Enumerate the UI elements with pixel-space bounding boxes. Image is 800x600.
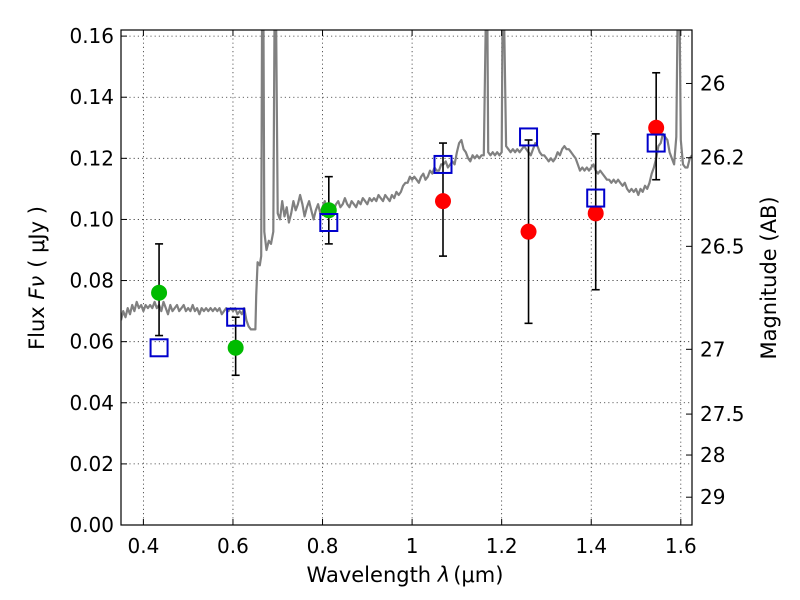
x-axis-label: Wavelength λ (μm) (307, 563, 504, 587)
x-tick-label: 1.4 (575, 534, 607, 558)
model-point (519, 127, 539, 147)
grid (121, 30, 692, 526)
y-tick-label: 0.00 (69, 513, 114, 537)
x-tick-label: 0.8 (307, 534, 339, 558)
x-tick-label: 0.4 (127, 534, 159, 558)
y-tick-label: 0.06 (69, 330, 114, 354)
model-point (586, 188, 606, 208)
y-tick-label: 0.04 (69, 391, 114, 415)
y-axis-label: Flux Fν( μJy ) (25, 206, 49, 350)
plot-frame (120, 29, 693, 526)
x-tick-label: 1.6 (665, 534, 697, 558)
model-point (433, 154, 453, 174)
y-tick-label: 0.12 (69, 146, 114, 170)
spectrum-line (121, 30, 692, 331)
x-tick-label: 0.6 (217, 534, 249, 558)
data-point (434, 193, 451, 210)
right-tick-label: 29 (700, 485, 725, 509)
right-tick-label: 26.2 (700, 146, 745, 170)
model-point (226, 307, 246, 327)
points-layer (149, 71, 666, 377)
y-tick-label: 0.10 (69, 207, 114, 231)
ticks: 0.4 0.6 0.8 1 1.2 1.4 1.6 0.00 0.02 0.04 0.06 0.08 0… (69, 24, 744, 558)
data-point (648, 119, 665, 136)
y-tick-label: 0.16 (69, 24, 114, 48)
data-point (320, 202, 337, 219)
x-tick-label: 1.2 (486, 534, 518, 558)
spectrum-layer (121, 30, 692, 331)
right-axis-label: Magnitude (AB) (757, 196, 781, 359)
right-tick-label: 26 (700, 71, 725, 95)
model-point (319, 213, 339, 232)
right-tick-label: 27 (700, 337, 725, 361)
y-tick-label: 0.02 (69, 452, 114, 476)
right-tick-label: 26.5 (700, 234, 745, 258)
model-point (149, 338, 169, 358)
right-tick-label: 27.5 (700, 402, 745, 426)
x-tick-label: 1 (406, 534, 419, 558)
data-point (151, 284, 168, 301)
data-point (520, 223, 537, 240)
y-tick-label: 0.08 (69, 269, 114, 293)
model-point (646, 133, 666, 153)
data-point (227, 339, 244, 356)
data-point (587, 205, 604, 222)
y-tick-label: 0.14 (69, 85, 114, 109)
right-tick-label: 28 (700, 443, 725, 467)
